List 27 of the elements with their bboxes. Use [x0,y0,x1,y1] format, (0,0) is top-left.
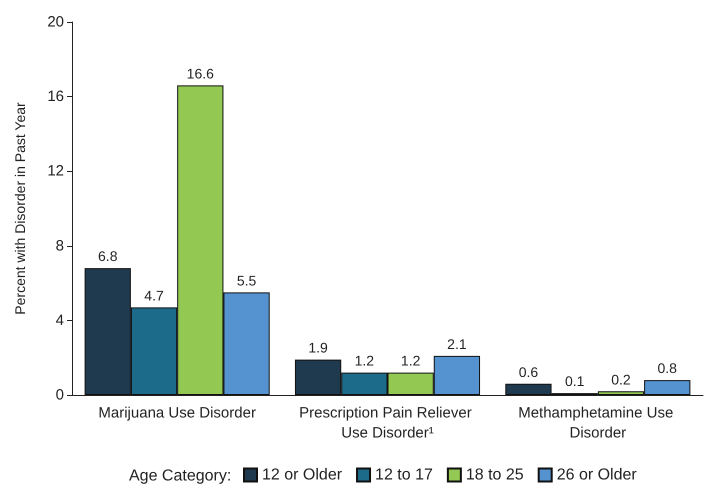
data-label: 0.8 [658,360,678,376]
y-tick-label: 12 [47,162,64,180]
data-label: 1.2 [400,352,421,369]
y-tick-label: 16 [47,88,64,106]
data-label: 0.2 [611,371,631,388]
x-tick-label: Marijuana Use Disorder [98,404,256,422]
y-tick-label: 0 [56,386,64,404]
legend-label: 12 or Older [262,466,343,484]
data-label: 1.2 [354,352,374,369]
data-label: 6.8 [98,248,118,264]
data-label: 0.6 [518,364,538,380]
data-label: 1.9 [308,340,328,356]
y-axis-title: Percent with Disorder in Past Year [12,102,28,315]
y-tick-label: 4 [56,312,64,329]
x-tick-label: Prescription Pain Reliever Use Disorder¹ [299,404,476,442]
legend-title: Age Category: [129,468,232,484]
y-tick-label: 8 [56,237,64,254]
data-label: 16.6 [186,65,214,82]
data-label: 0.1 [564,373,585,390]
data-label: 5.5 [236,272,257,288]
x-tick-label: Methamphetamine Use Disorder [518,404,678,442]
legend-label: 26 or Older [556,466,638,484]
legend-label: 18 to 25 [466,466,524,484]
data-label: 2.1 [447,336,467,352]
data-label: 4.7 [144,287,164,304]
y-tick-label: 20 [47,14,64,30]
legend-label: 12 to 17 [375,466,433,484]
